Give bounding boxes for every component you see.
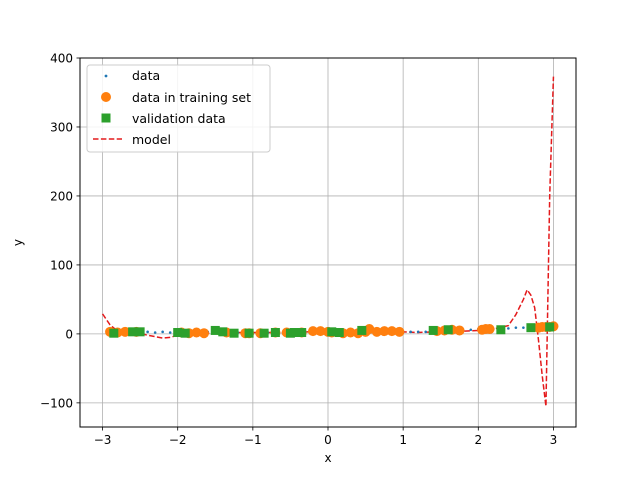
- training-point: [120, 326, 131, 337]
- training-point: [386, 326, 397, 337]
- data-point: [469, 328, 473, 332]
- legend-label-model: model: [132, 132, 171, 147]
- validation-point: [443, 325, 453, 335]
- legend: data data in training set validation dat…: [86, 64, 271, 153]
- legend-label-validation: validation data: [132, 111, 226, 126]
- data-point: [168, 331, 172, 334]
- training-point: [307, 326, 318, 337]
- data-point: [146, 330, 149, 334]
- validation-point: [334, 328, 344, 338]
- training-point: [371, 326, 382, 337]
- x-tick-label: −2: [169, 433, 187, 447]
- y-tick-label: 400: [50, 52, 73, 66]
- validation-point: [180, 328, 190, 338]
- x-tick-label: −3: [94, 433, 112, 447]
- validation-point: [244, 328, 254, 338]
- legend-marker-data: [104, 74, 108, 78]
- validation-point: [297, 328, 307, 338]
- y-ticks: −100 0 100 200 300 400: [40, 52, 80, 410]
- validation-point: [526, 323, 536, 333]
- validation-point: [428, 325, 438, 335]
- data-point: [153, 331, 157, 334]
- validation-point: [229, 328, 239, 338]
- data-point: [507, 327, 510, 330]
- data-point: [161, 330, 164, 334]
- training-point: [199, 328, 209, 339]
- validation-point: [210, 325, 220, 335]
- x-axis-label: x: [324, 451, 331, 465]
- validation-point: [173, 328, 183, 338]
- y-axis-label: y: [11, 239, 25, 246]
- validation-series: [109, 322, 555, 338]
- y-tick-label: −100: [40, 396, 73, 410]
- x-tick-label: 0: [324, 433, 332, 447]
- validation-point: [545, 322, 555, 332]
- validation-point: [357, 325, 367, 335]
- x-ticks: −3 −2 −1 0 1 2 3: [94, 427, 558, 447]
- validation-point: [218, 327, 228, 337]
- training-point: [345, 327, 356, 338]
- y-tick-label: 100: [50, 258, 73, 272]
- training-point: [191, 327, 202, 338]
- x-tick-label: 3: [550, 433, 558, 447]
- data-point: [522, 326, 525, 329]
- validation-point: [135, 327, 145, 337]
- legend-marker-validation: [101, 113, 111, 123]
- y-tick-label: 300: [50, 120, 73, 134]
- legend-box: [86, 64, 271, 153]
- training-point: [315, 326, 326, 337]
- training-point: [484, 324, 495, 335]
- legend-marker-training: [101, 92, 111, 102]
- validation-point: [259, 328, 269, 338]
- data-point: [514, 326, 518, 329]
- legend-label-training: data in training set: [132, 90, 251, 105]
- x-tick-label: −1: [244, 433, 262, 447]
- validation-point: [270, 328, 280, 338]
- validation-point: [496, 325, 506, 335]
- data-point: [409, 330, 412, 334]
- data-point: [424, 330, 427, 334]
- validation-point: [109, 328, 119, 338]
- training-point: [379, 326, 390, 337]
- legend-label-data: data: [132, 68, 160, 83]
- training-point: [364, 324, 375, 335]
- validation-point: [289, 328, 299, 338]
- x-tick-label: 1: [399, 433, 407, 447]
- x-tick-label: 2: [474, 433, 482, 447]
- y-tick-label: 200: [50, 189, 73, 203]
- y-tick-label: 0: [65, 327, 73, 341]
- validation-point: [327, 327, 337, 337]
- training-point: [454, 325, 465, 336]
- validation-point: [128, 327, 138, 337]
- training-point: [394, 326, 405, 337]
- data-point: [416, 330, 420, 334]
